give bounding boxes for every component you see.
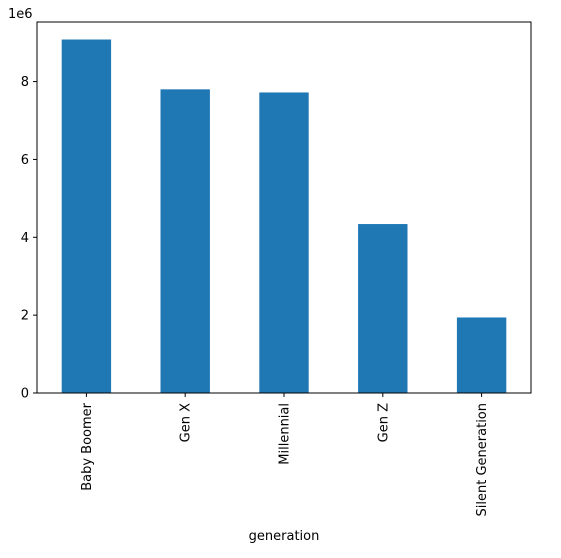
bar-millennial <box>259 92 309 394</box>
bar-baby-boomer <box>61 39 112 393</box>
y-axis: 0 2 4 6 8 <box>21 75 37 402</box>
y-tick-label: 4 <box>21 231 29 246</box>
y-tick-label: 0 <box>21 387 29 402</box>
x-tick-label: Silent Generation <box>475 403 490 516</box>
bar-silent-generation <box>456 317 507 393</box>
x-tick-label: Baby Boomer <box>80 402 95 490</box>
y-tick-label: 6 <box>21 153 29 168</box>
x-axis: Baby Boomer Gen X Millennial Gen Z Silent Ge… <box>80 393 490 516</box>
bar-gen-x <box>160 89 210 393</box>
bars-group <box>61 39 507 394</box>
y-tick-label: 2 <box>21 309 29 324</box>
x-tick-label: Gen Z <box>376 403 391 442</box>
y-offset-label: 1e6 <box>8 7 33 22</box>
y-tick-label: 8 <box>21 75 29 90</box>
x-tick-label: Millennial <box>278 403 293 465</box>
x-axis-label: generation <box>249 529 320 544</box>
bar-gen-z <box>358 224 408 393</box>
x-tick-label: Gen X <box>179 403 194 442</box>
